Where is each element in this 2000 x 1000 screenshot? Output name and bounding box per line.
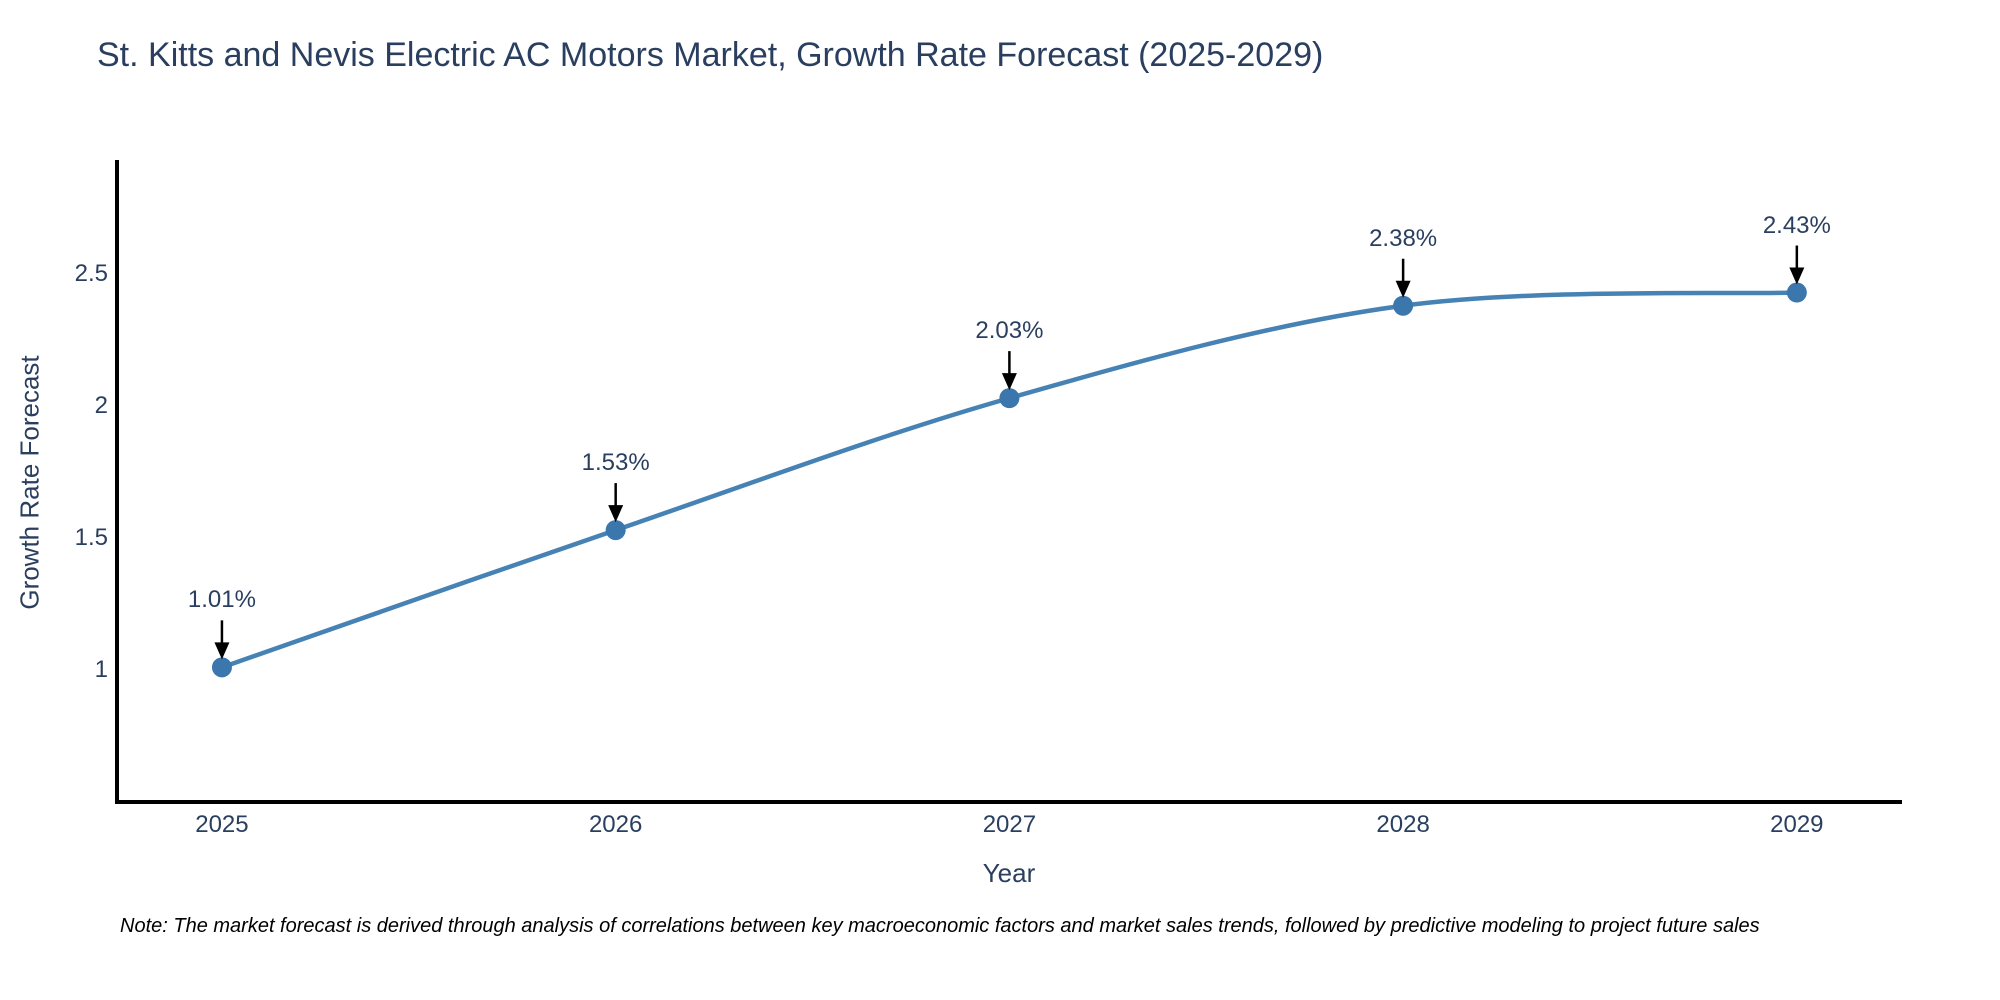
footnote: Note: The market forecast is derived thr…: [120, 915, 1760, 937]
point-annotation: 2.38%: [1369, 224, 1438, 252]
x-tick-label: 2026: [588, 811, 643, 838]
point-annotation: 1.53%: [581, 449, 650, 477]
data-point-2025[interactable]: [211, 657, 232, 678]
annotation-arrowhead: [1395, 280, 1411, 298]
y-axis-title: Growth Rate Forecast: [14, 355, 45, 610]
y-axis-line: [115, 160, 119, 804]
point-annotation: 1.01%: [187, 586, 256, 614]
annotation-arrowhead: [608, 505, 624, 523]
x-tick-label: 2027: [982, 811, 1037, 838]
y-tick-label: 2.5: [74, 260, 108, 288]
data-point-2027[interactable]: [999, 388, 1020, 409]
y-tick-label: 1: [94, 655, 108, 683]
data-point-2029[interactable]: [1786, 282, 1807, 303]
point-annotation: 2.43%: [1762, 211, 1831, 239]
data-point-2026[interactable]: [605, 520, 626, 541]
forecast-line: [219, 290, 1800, 670]
chart-title: St. Kitts and Nevis Electric AC Motors M…: [97, 36, 1324, 74]
x-tick-label: 2028: [1376, 811, 1430, 838]
data-point-2028[interactable]: [1393, 295, 1414, 316]
x-axis-title: Year: [982, 858, 1036, 888]
x-tick-label: 2029: [1770, 811, 1824, 838]
y-tick-label: 1.5: [74, 524, 108, 552]
x-tick-label: 2025: [195, 811, 249, 838]
x-axis-line: [115, 800, 1902, 804]
annotation-arrowhead: [1001, 373, 1017, 391]
y-tick-label: 2: [94, 392, 108, 420]
annotation-arrowhead: [1789, 267, 1805, 285]
annotation-arrowhead: [214, 642, 230, 660]
point-annotation: 2.03%: [975, 317, 1044, 345]
